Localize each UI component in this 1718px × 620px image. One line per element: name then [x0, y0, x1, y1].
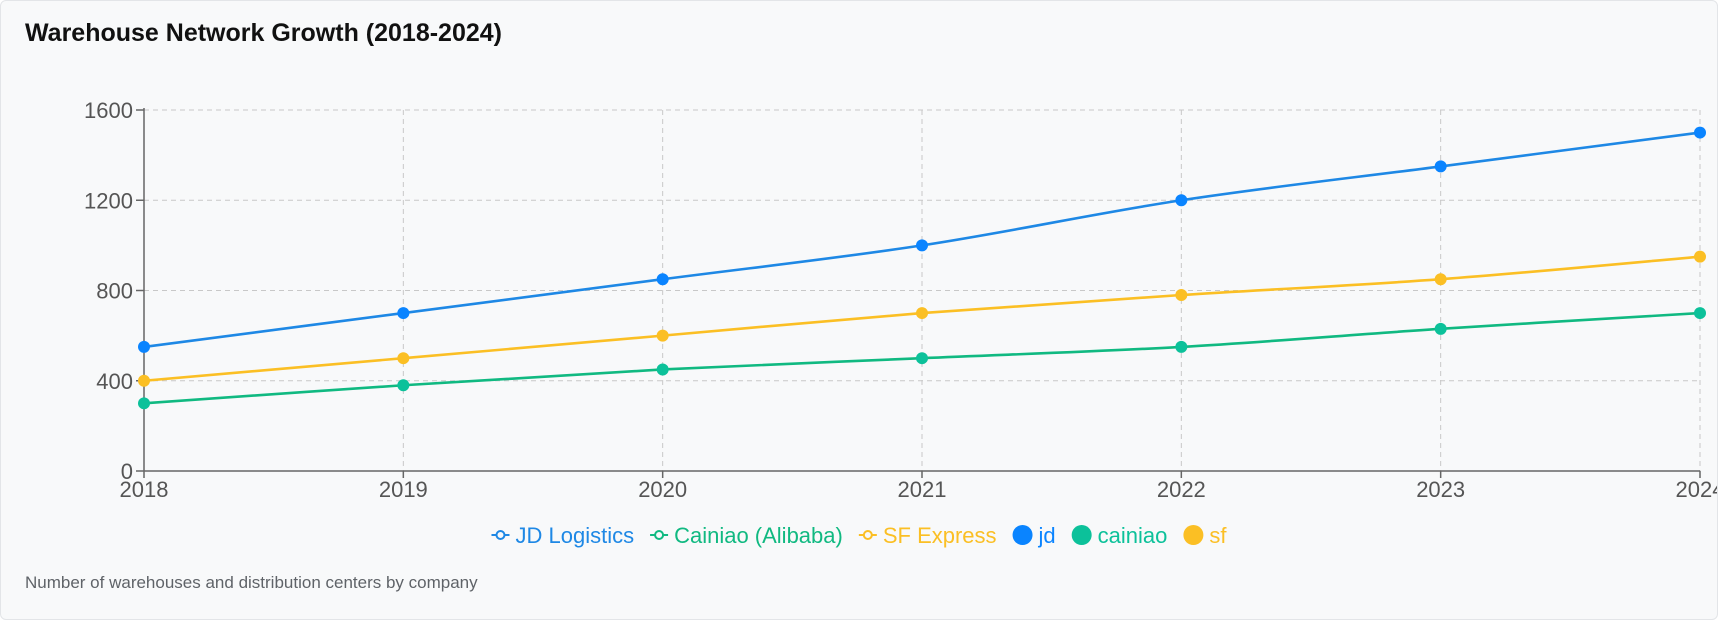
- x-tick-label: 2022: [1157, 477, 1206, 502]
- legend-label: SF Express: [883, 523, 997, 548]
- data-point-jd: [397, 307, 410, 320]
- x-tick-label: 2018: [120, 477, 169, 502]
- data-point-cainiao: [1175, 340, 1188, 353]
- y-tick-label: 800: [96, 279, 133, 304]
- legend-marker-icon: [654, 530, 665, 540]
- y-tick-label: 1200: [84, 188, 133, 213]
- x-tick-label: 2024: [1676, 477, 1717, 502]
- x-tick-label: 2023: [1416, 477, 1465, 502]
- data-point-jd: [1434, 160, 1447, 173]
- y-tick-label: 0: [121, 459, 133, 484]
- data-point-cainiao: [1694, 307, 1706, 320]
- y-tick-label: 1600: [84, 98, 133, 123]
- legend-label: jd: [1038, 523, 1056, 548]
- legend-dot-icon: [1012, 525, 1033, 545]
- legend-marker-icon: [862, 530, 873, 540]
- data-point-jd: [1175, 194, 1188, 207]
- legend-marker-icon: [495, 530, 506, 540]
- data-point-jd: [916, 239, 928, 252]
- data-point-sf: [916, 307, 928, 320]
- legend-label: Cainiao (Alibaba): [674, 523, 843, 548]
- data-point-jd: [138, 340, 150, 353]
- data-point-cainiao: [1434, 322, 1447, 335]
- x-tick-label: 2020: [638, 477, 687, 502]
- chart-title: Warehouse Network Growth (2018-2024): [25, 19, 502, 47]
- legend-label: cainiao: [1098, 523, 1168, 548]
- legend-dot-icon: [1071, 525, 1092, 545]
- data-point-cainiao: [397, 379, 410, 392]
- data-point-jd: [1694, 126, 1706, 139]
- data-point-cainiao: [138, 397, 150, 410]
- chart-caption: Number of warehouses and distribution ce…: [25, 573, 478, 592]
- y-tick-label: 400: [96, 369, 133, 394]
- x-tick-label: 2021: [898, 477, 947, 502]
- data-point-sf: [1175, 289, 1188, 302]
- line-chart: 0 400 800 1200 1600 2018 2019 2020 2021 2022 2023 2…: [84, 98, 1717, 548]
- data-point-sf: [656, 329, 669, 342]
- legend-label: sf: [1209, 523, 1227, 548]
- data-point-sf: [1434, 273, 1447, 286]
- data-point-sf: [1694, 250, 1706, 263]
- data-point-jd: [656, 273, 669, 286]
- x-tick-label: 2019: [379, 477, 428, 502]
- legend-dot-icon: [1183, 525, 1204, 545]
- data-point-sf: [138, 374, 150, 387]
- data-point-cainiao: [656, 363, 669, 376]
- data-point-sf: [397, 352, 410, 365]
- data-point-cainiao: [916, 352, 928, 365]
- legend-label: JD Logistics: [515, 523, 634, 548]
